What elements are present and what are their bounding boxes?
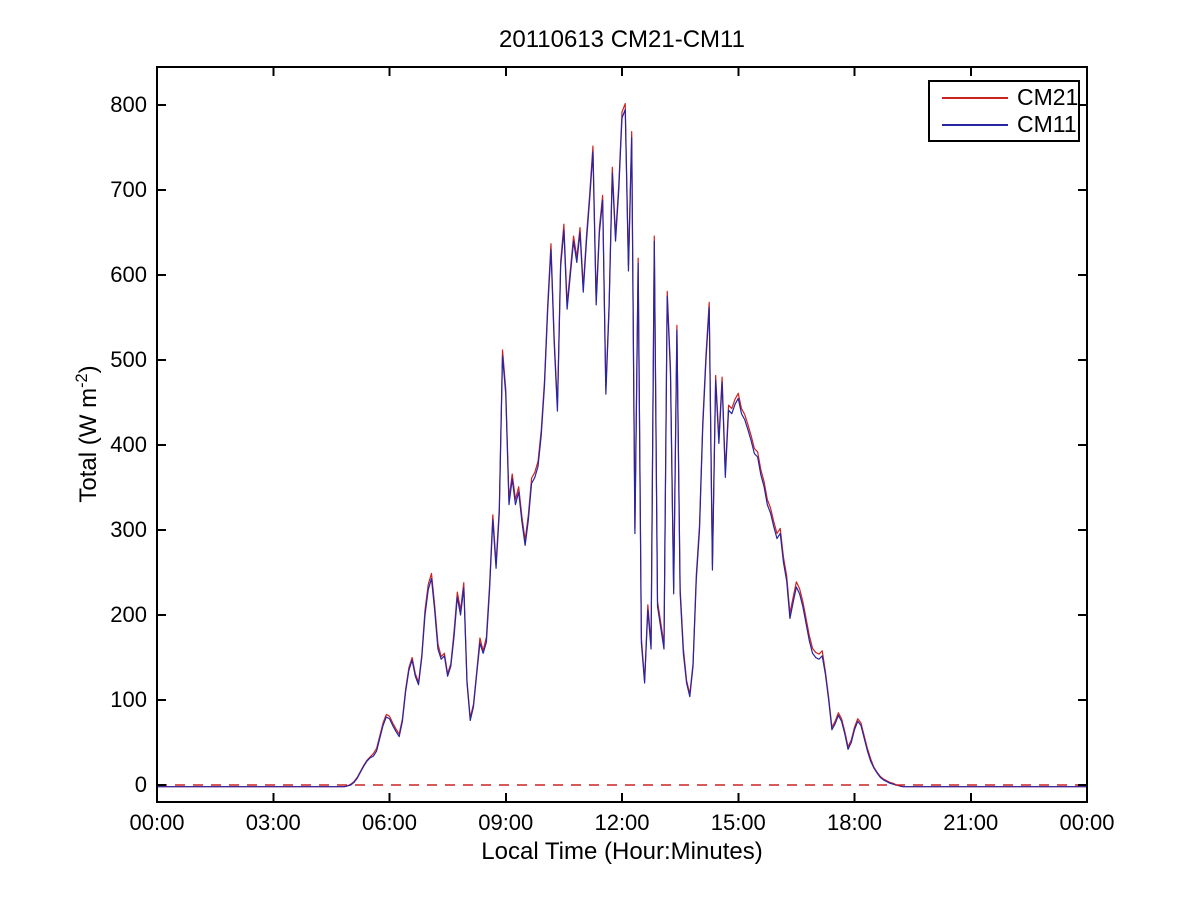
y-tick-label: 800 [110,92,147,118]
series-lines [157,102,1087,788]
legend-line-sample-cm21 [942,96,1008,99]
y-tick-label: 500 [110,347,147,373]
axis-ticks [156,67,1088,802]
x-tick-label: 18:00 [826,810,883,835]
x-tick-label: 12:00 [594,810,650,835]
y-axis-label-superscript: -2 [73,373,91,388]
plot-border [156,66,1088,803]
y-tick-label: 700 [110,177,147,203]
series-line-cm11 [157,108,1087,788]
x-tick-label: 09:00 [478,810,534,835]
x-tick-label: 06:00 [361,810,418,835]
y-tick-label: 200 [110,602,147,628]
y-tick-label: 0 [134,772,147,797]
x-tick-label: 00:00 [129,810,185,835]
axes-box [156,66,1088,803]
legend: CM21 CM11 [928,80,1080,142]
x-tick-label: 00:00 [1059,810,1115,835]
y-tick-label: 600 [110,262,147,288]
legend-entry-cm21: CM21 [930,86,1078,109]
y-tick-label: 300 [110,517,147,543]
legend-line-sample-cm11 [942,123,1008,126]
y-tick-label: 400 [110,432,147,458]
x-tick-label: 03:00 [245,810,301,835]
x-tick-label: 21:00 [943,810,999,835]
legend-label-cm21: CM21 [1017,84,1079,110]
y-tick-label: 100 [110,687,147,713]
legend-entry-cm11: CM11 [930,113,1078,136]
x-tick-label: 15:00 [710,810,766,835]
series-line-cm21 [157,102,1087,788]
x-axis-label: Local Time (Hour:Minutes) [481,838,763,865]
legend-label-cm11: CM11 [1017,111,1077,137]
chart-title: 20110613 CM21-CM11 [499,26,745,53]
